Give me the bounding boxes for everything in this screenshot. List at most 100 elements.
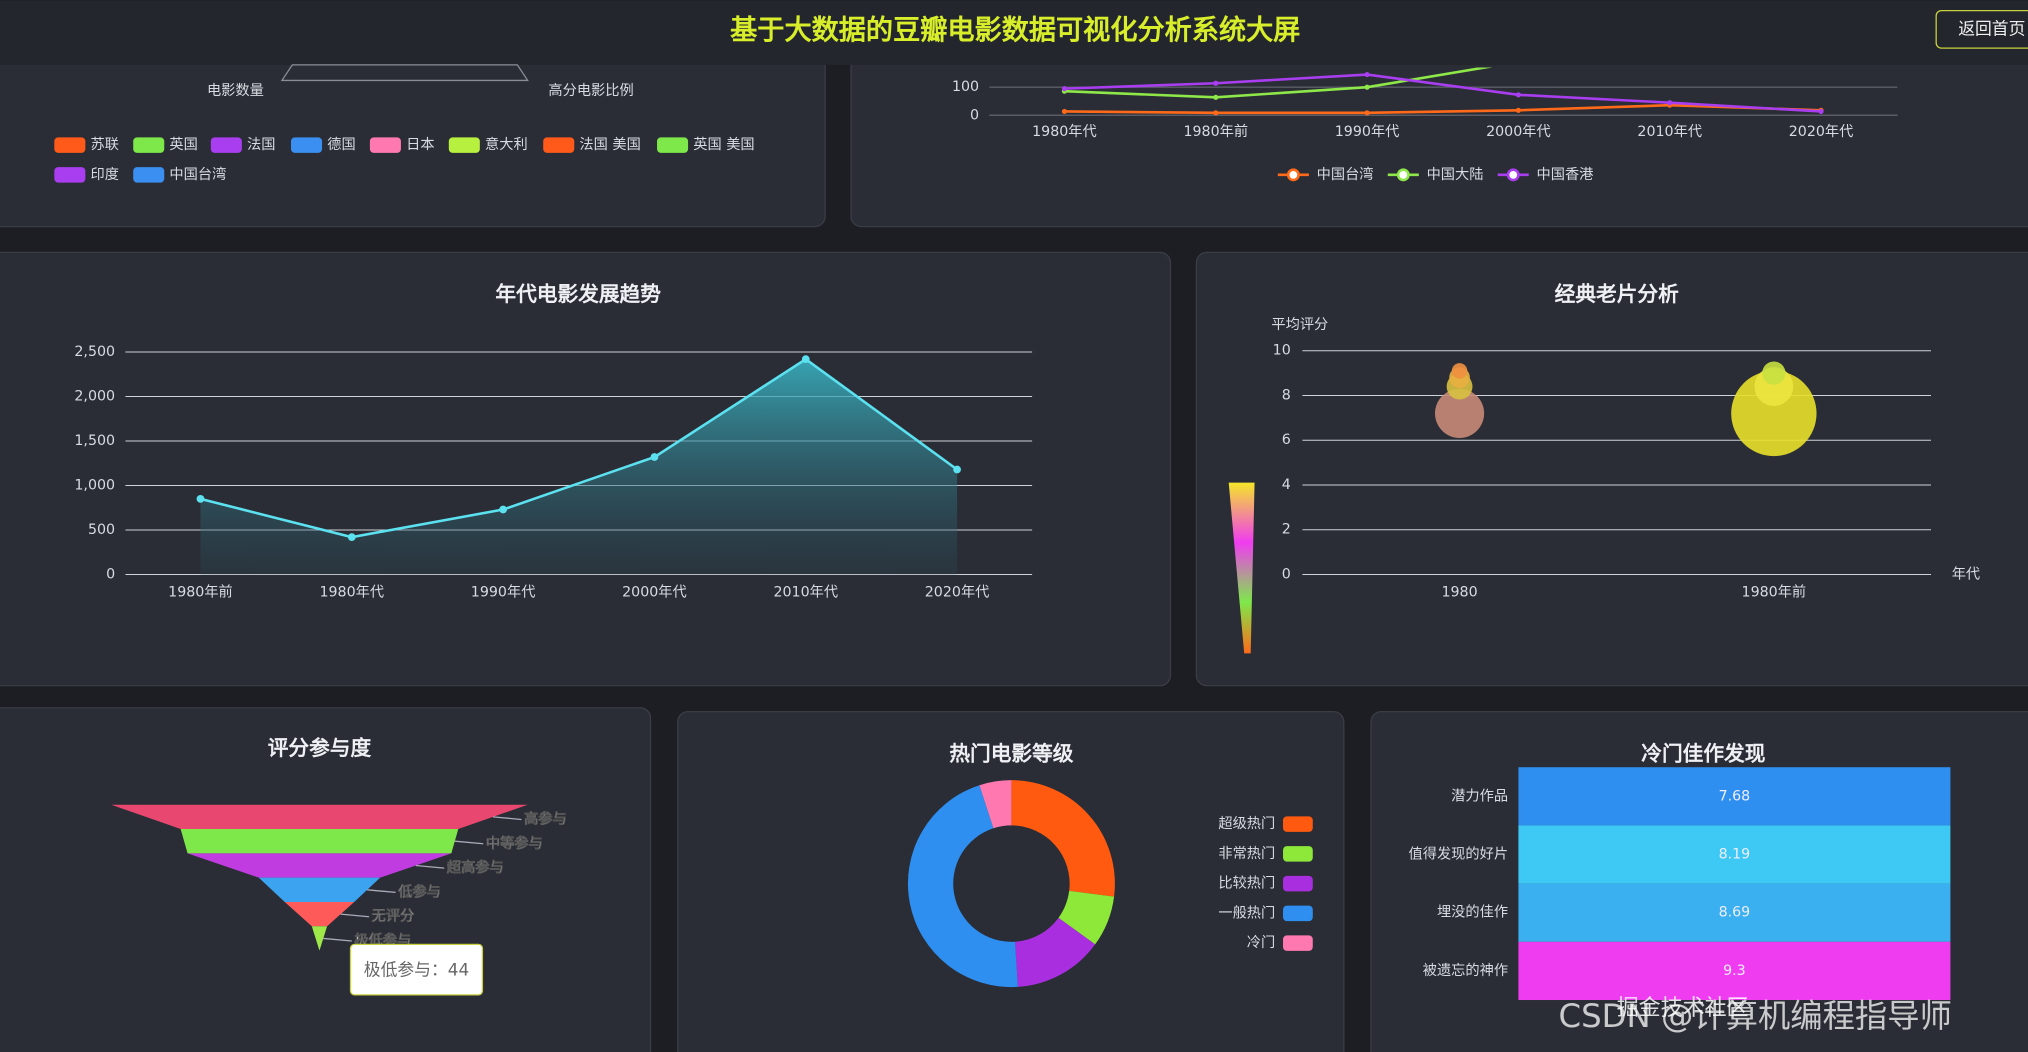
leader-line [367,889,396,894]
x-tick-label: 2010年代 [773,584,838,601]
donut-slice [979,780,1012,829]
segment-label: 中等参与 [486,834,543,852]
y-tick-label: 2,000 [74,389,115,405]
panel [1195,251,2028,687]
legend-label: 英国 [169,135,197,153]
indicator-label: 高分电影比例 [548,82,633,99]
cell-label: 8.19 [1719,847,1751,863]
leader-line [492,816,522,821]
y-tick-label: 被遗忘的神作 [1423,962,1508,979]
cell-label: 7.68 [1719,788,1751,804]
x-tick-label: 2020年代 [925,584,990,601]
legend-label: 冷门 [1247,934,1275,951]
legend-swatch [54,137,86,153]
donut-slice [1015,917,1096,987]
legend-dot [1396,168,1410,182]
y-tick-label: 100 [952,79,979,95]
donut-slice [1011,780,1115,897]
series-line [1064,67,1493,99]
button-label[interactable]: 返回首页 [1958,18,2025,38]
x-tick-label: 2000年代 [622,584,687,601]
panel [0,38,826,228]
radar-edge [280,64,529,82]
x-tick-label: 1980年代 [319,584,384,601]
bubble [1451,363,1468,379]
segment-label: 高参与 [524,809,567,827]
y-tick-label: 1,500 [74,433,115,449]
bubble [1434,388,1485,438]
marker [499,505,507,514]
y-tick-label: 2,500 [74,344,115,360]
legend-swatch [1283,875,1313,892]
axis-label: 年代 [1952,566,1980,583]
leader-line [454,840,484,845]
panel [677,710,1345,1052]
tooltip-text: 极低参与：44 [364,959,469,979]
marker [953,465,961,474]
axis-label: 平均评分 [1271,316,1328,333]
leader-line [340,913,370,918]
y-tick-label: 潜力作品 [1451,787,1508,804]
chart-title: 年代电影发展趋势 [495,282,661,306]
donut-slice [1058,890,1115,945]
indicator-label: 电影数量 [207,82,264,99]
page-title: 基于大数据的豆瓣电影数据可视化分析系统大屏 [730,14,1300,46]
x-tick-label: 1990年代 [471,584,536,601]
legend-label: 一般热门 [1218,904,1275,921]
cell [1518,883,1951,942]
marker [347,533,356,542]
x-tick-label: 1980年前 [1742,584,1807,601]
legend-dot [1286,168,1300,182]
y-tick-label: 0 [1282,567,1291,583]
back-button[interactable]: 返回首页 [1935,9,2028,49]
y-tick-label: 500 [88,522,115,538]
chart-title: 经典老片分析 [1555,282,1679,306]
y-tick-label: 埋没的佳作 [1437,904,1508,921]
chart-title: 冷门佳作发现 [1641,741,1765,765]
bubble [1762,361,1786,385]
legend-swatch [543,137,575,153]
x-tick-label: 1980 [1441,585,1477,601]
segment-label: 无评分 [371,908,415,925]
segment-label: 低参与 [397,882,441,900]
legend-label: 法国 美国 [579,136,640,153]
y-tick-label: 10 [1273,343,1291,359]
funnel-segment [187,853,452,878]
legend-swatch [448,137,480,153]
button-frame[interactable] [1935,9,2028,49]
visual-map [1228,482,1255,654]
legend-label: 中国大陆 [1427,166,1484,183]
cell [1518,825,1951,884]
y-tick-label: 值得发现的好片 [1409,846,1509,863]
cell [1518,941,1951,1001]
legend-swatch [133,167,165,183]
legend-label: 印度 [91,166,119,183]
legend-label: 苏联 [91,136,119,153]
marker [650,453,659,461]
cell-label: 9.3 [1723,963,1746,979]
marker [196,494,205,503]
x-tick-label: 1990年代 [1335,123,1400,140]
legend-label: 日本 [406,136,434,153]
leader-line [415,864,445,869]
y-tick-label: 0 [970,107,979,123]
segment-label: 超高参与 [446,858,504,876]
legend-label: 法国 [247,136,275,153]
area [200,359,958,575]
series-line [1064,73,1822,113]
plot [1061,67,1824,116]
legend-dot [1506,168,1520,182]
legend-swatch [1283,935,1313,951]
legend-label: 英国 美国 [693,135,754,153]
funnel-segment [284,901,355,927]
legend-label: 比较热门 [1218,874,1275,892]
chart-title: 评分参与度 [268,736,372,760]
x-tick-label: 2020年代 [1789,123,1854,140]
legend-swatch [369,137,401,153]
y-tick-label: 4 [1282,477,1291,493]
x-tick-label: 1980年前 [1183,123,1248,140]
legend-label: 超级热门 [1218,815,1275,832]
funnel-segment [180,829,459,854]
